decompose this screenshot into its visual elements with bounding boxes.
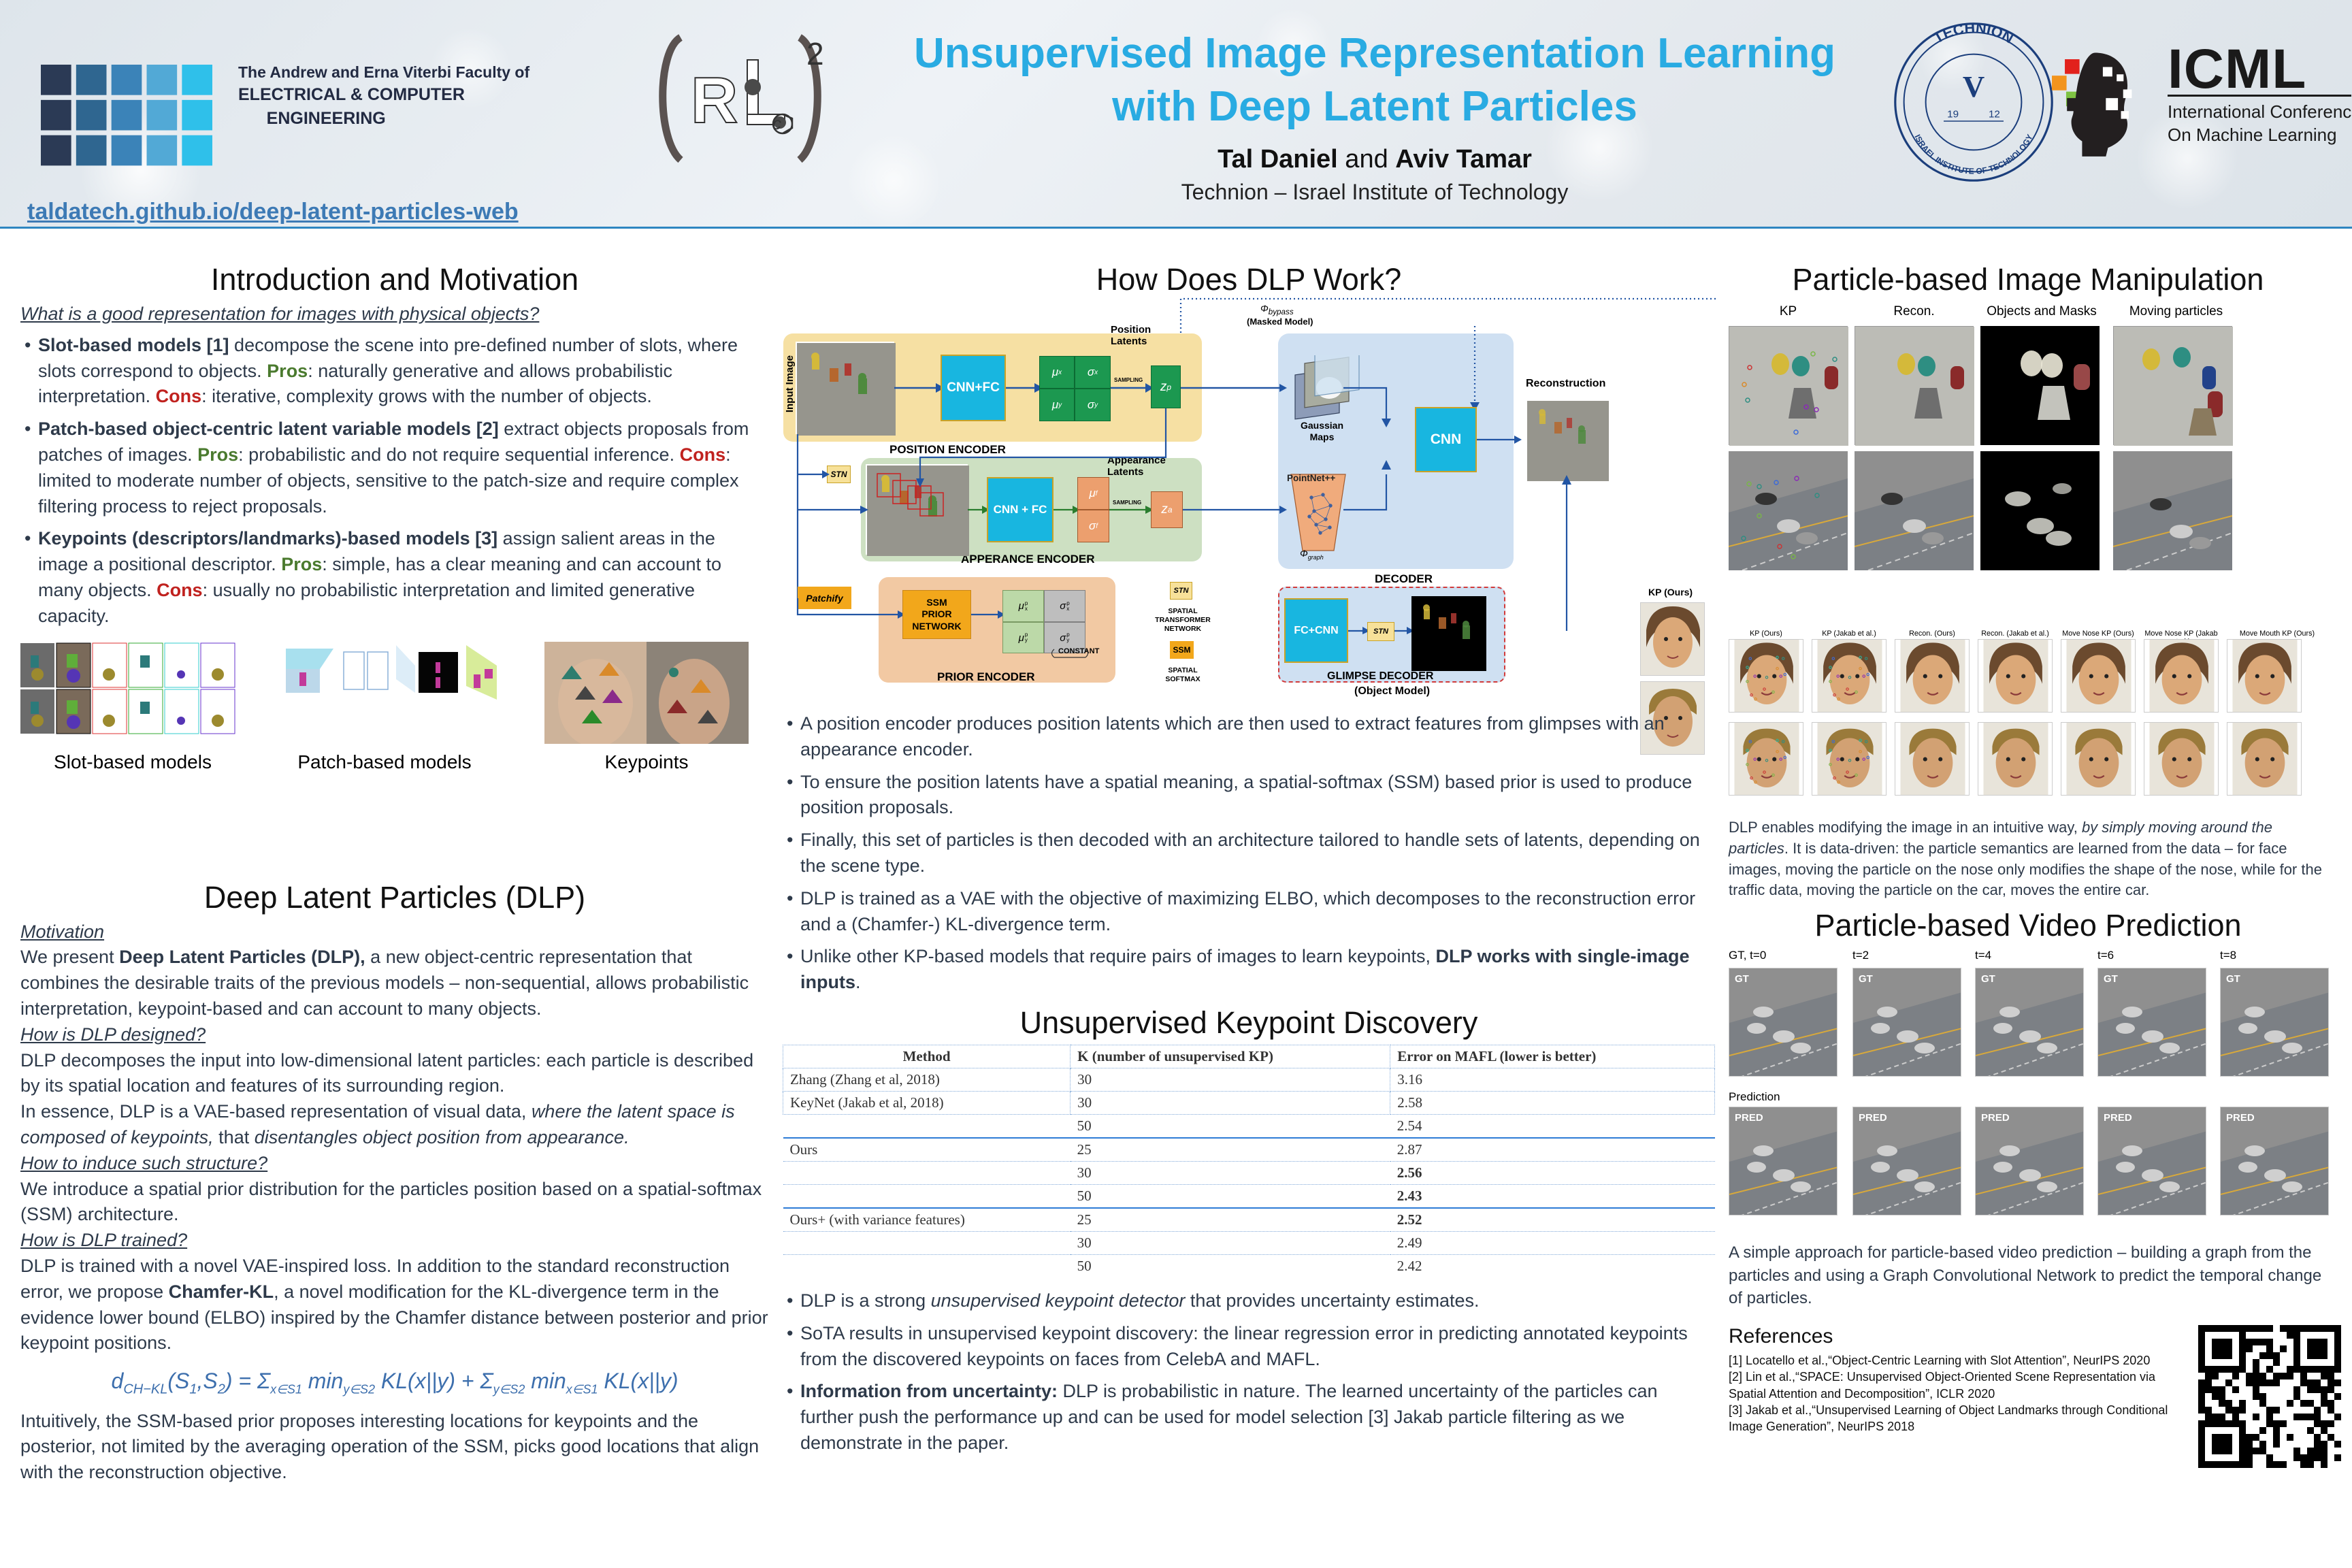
svg-text:ISRAEL INSTITUTE OF TECHNOLOGY: ISRAEL INSTITUTE OF TECHNOLOGY: [1912, 133, 2034, 176]
svg-text:12: 12: [1989, 108, 2000, 120]
svg-text:GT: GT: [2104, 973, 2118, 985]
svg-text:PRED: PRED: [2226, 1112, 2255, 1124]
svg-text:V: V: [1963, 69, 1984, 103]
svg-text:R: R: [691, 64, 738, 137]
svg-text:PRED: PRED: [1735, 1112, 1763, 1124]
svg-text:GT: GT: [2226, 973, 2240, 985]
svg-text:GT: GT: [1859, 973, 1873, 985]
svg-text:PRED: PRED: [1981, 1112, 2010, 1124]
svg-text:GT: GT: [1981, 973, 1995, 985]
svg-text:c: c: [772, 113, 781, 133]
svg-text:GT: GT: [1735, 973, 1749, 985]
svg-text:TECHNION: TECHNION: [1931, 20, 2016, 47]
svg-text:PRED: PRED: [1859, 1112, 1887, 1124]
svg-text:2: 2: [806, 36, 824, 71]
svg-text:PRED: PRED: [2104, 1112, 2132, 1124]
svg-text:19: 19: [1947, 108, 1959, 120]
